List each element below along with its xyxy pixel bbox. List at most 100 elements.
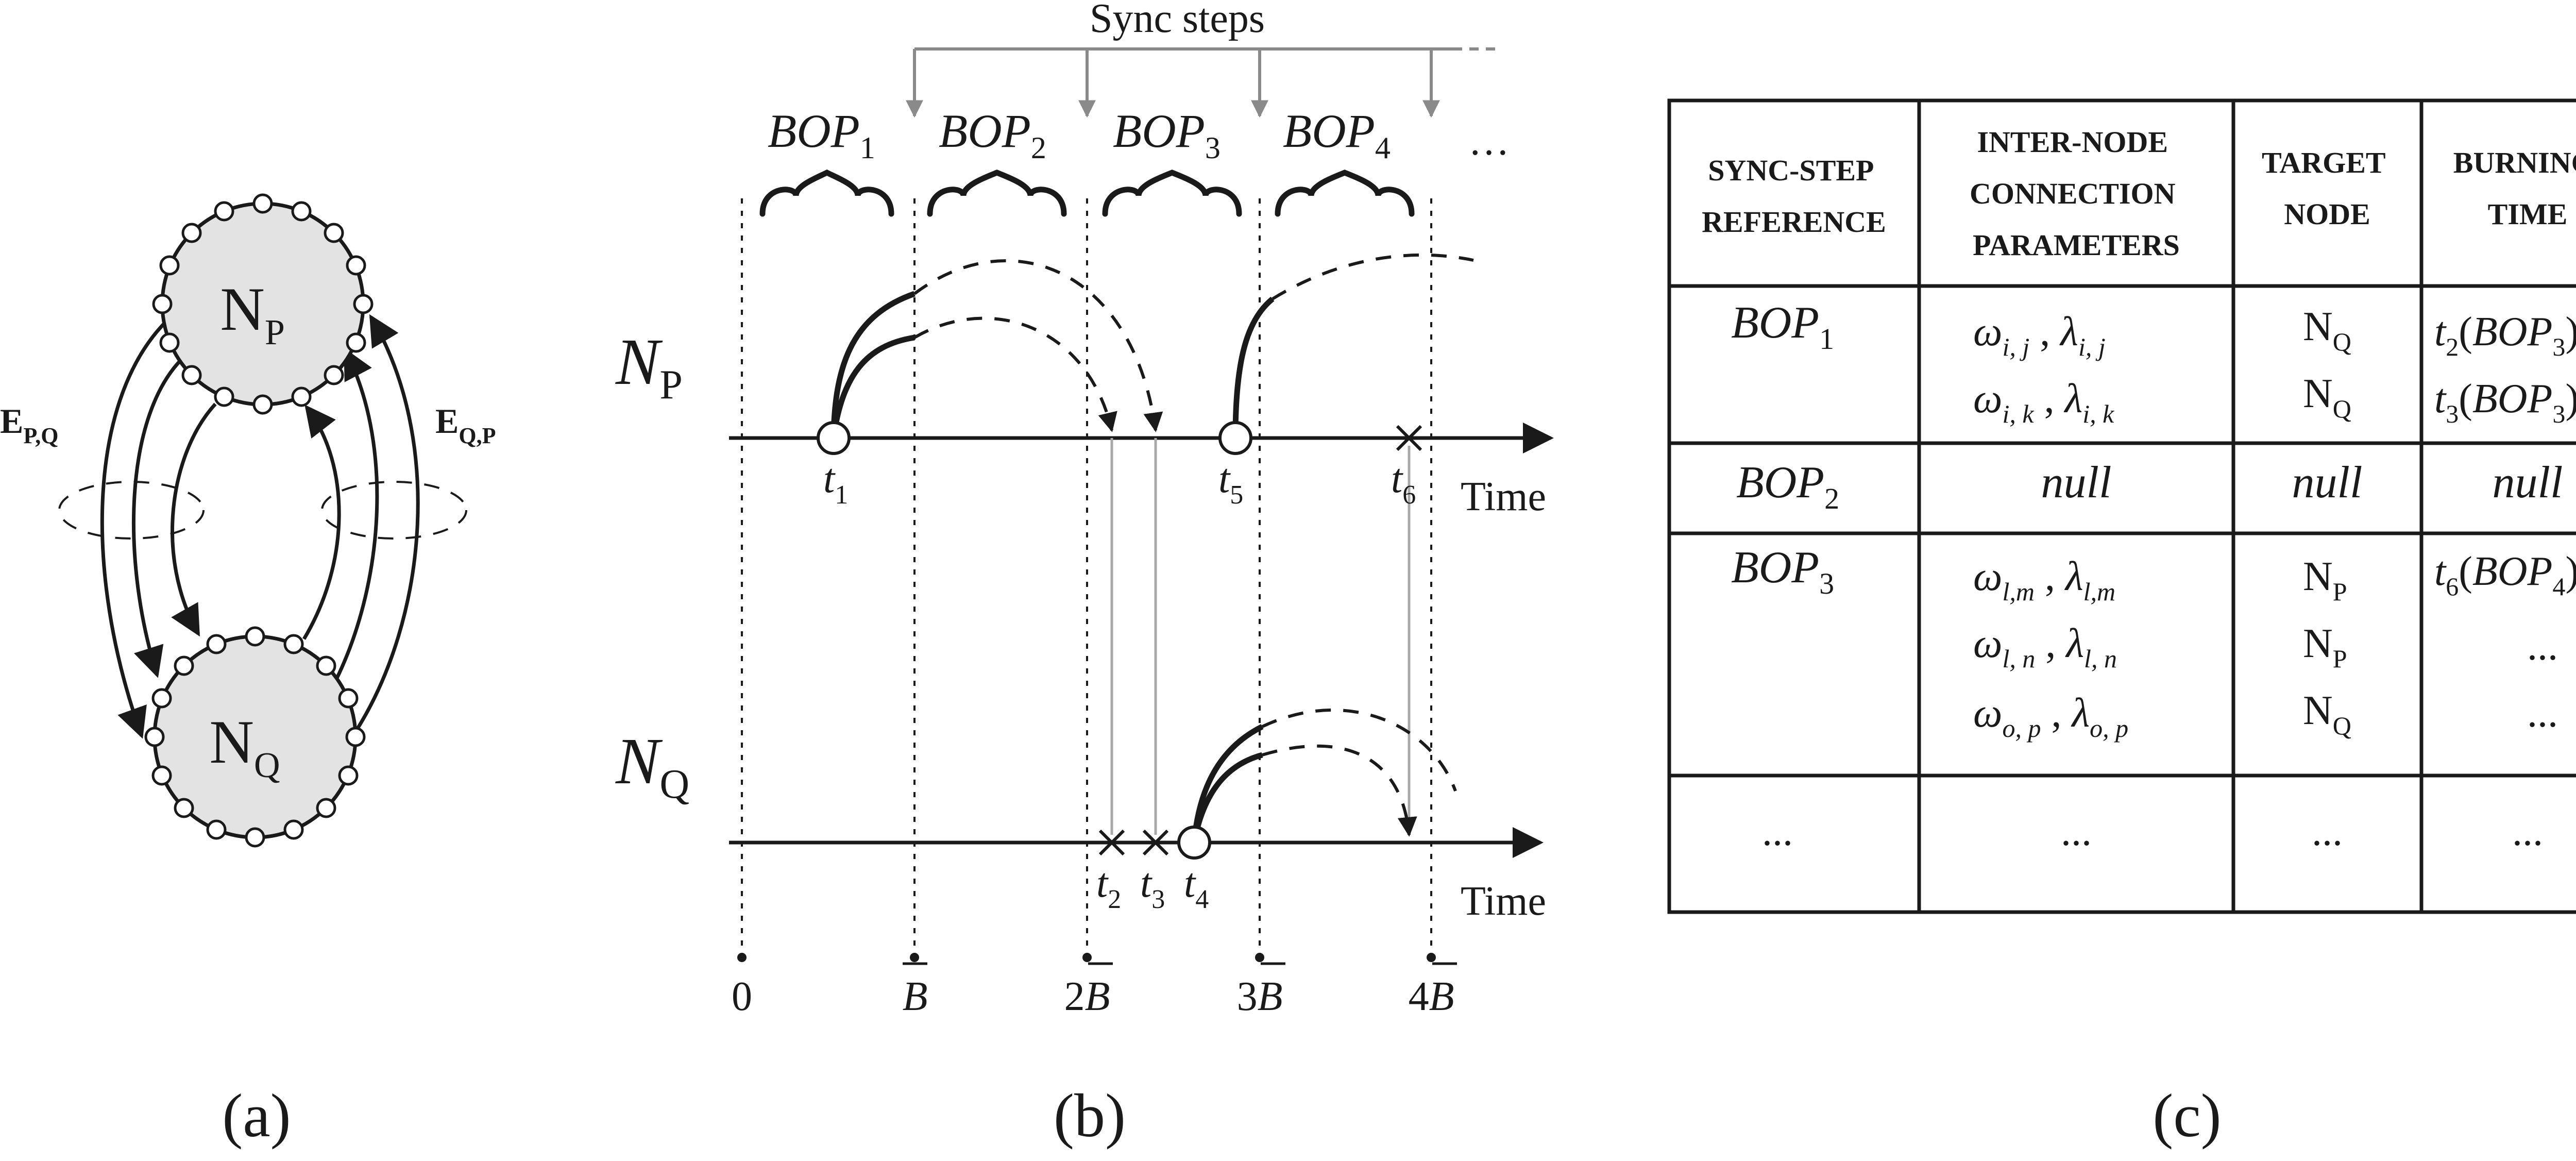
header-target-1: TARGET xyxy=(2262,146,2385,179)
header-ref-1: SYNC-STEP xyxy=(1708,154,1873,187)
svg-text:t5: t5 xyxy=(1218,456,1243,510)
np-label: N xyxy=(615,325,663,398)
nq-sub: Q xyxy=(659,762,689,807)
node-p: NP xyxy=(152,193,374,415)
tick-3b-b: B xyxy=(1258,974,1283,1019)
svg-text:BOP1: BOP1 xyxy=(768,105,875,165)
row1-ref: BOP xyxy=(1731,298,1819,348)
caption-b: (b) xyxy=(1054,1081,1126,1150)
row2-ref-sub: 2 xyxy=(1824,482,1839,515)
t3-label: t xyxy=(1140,861,1153,906)
panel-b: Sync steps BOP1 BOP2 BOP3 BOP4 … xyxy=(615,0,1554,1150)
tick-3b-num: 3 xyxy=(1237,974,1258,1019)
svg-text:t6: t6 xyxy=(1391,456,1416,510)
r3e1-t-sub: 6 xyxy=(2446,572,2459,601)
svg-text:t2: t2 xyxy=(1096,861,1121,914)
svg-text:BOP2: BOP2 xyxy=(1736,458,1839,515)
row2-null-burn: null xyxy=(2493,458,2563,508)
boundary-dots xyxy=(737,953,1436,962)
t2-label: t xyxy=(1096,861,1109,906)
r3e1-bop-sub: 4 xyxy=(2552,572,2565,601)
r3e2-node-sub: P xyxy=(2333,644,2347,673)
header-conn-3: PARAMETERS xyxy=(1973,228,2180,262)
np-activations xyxy=(831,253,1474,438)
table-row: BOP2 null null null xyxy=(1736,458,2563,515)
edge-qp-label: E xyxy=(435,401,459,441)
bop4-label: BOP xyxy=(1283,105,1375,157)
t5-sub: 5 xyxy=(1230,480,1243,510)
nq-activations xyxy=(1191,709,1457,843)
t4-sub: 4 xyxy=(1195,885,1209,914)
row1-ref-sub: 1 xyxy=(1819,322,1834,356)
row4-burn: ... xyxy=(2512,809,2543,854)
svg-text:t6(BOP4): t6(BOP4) xyxy=(2434,549,2576,601)
svg-text:ωl,m , λl,m: ωl,m , λl,m xyxy=(1973,554,2115,606)
row3-ref: BOP xyxy=(1731,543,1819,593)
t4-label: t xyxy=(1184,861,1196,906)
edge-pq-sub: P,Q xyxy=(23,423,58,448)
panel-a: NP NQ EP,Q EQ,P xyxy=(0,193,496,1150)
r1e1-node-sub: Q xyxy=(2333,327,2351,356)
panel-c: SYNC-STEP REFERENCE INTER-NODE CONNECTIO… xyxy=(1667,98,2576,1150)
svg-text:t1: t1 xyxy=(823,456,848,510)
r1e2-node-sub: Q xyxy=(2333,394,2351,423)
node-q-label: N xyxy=(209,708,254,776)
svg-text:EQ,P: EQ,P xyxy=(435,401,496,448)
np-time-label: Time xyxy=(1461,474,1546,519)
edge-qp-sub: Q,P xyxy=(459,423,496,448)
t5-label: t xyxy=(1218,456,1231,501)
tick-4b-num: 4 xyxy=(1409,974,1429,1019)
header-burn-2: TIME xyxy=(2488,197,2568,231)
t1-sub: 1 xyxy=(835,480,848,510)
svg-text:NP: NP xyxy=(220,275,285,352)
node-q-sub: Q xyxy=(254,746,280,785)
r1e1-w-sub: i, j xyxy=(2002,332,2029,361)
edge-pq-label: E xyxy=(0,401,23,441)
header-target-2: NODE xyxy=(2284,197,2370,231)
row2-ref: BOP xyxy=(1736,458,1824,508)
svg-text:TARGET NODE: TARGET NODE xyxy=(2262,146,2393,231)
svg-text:ωi, k , λi, k: ωi, k , λi, k xyxy=(1973,376,2114,428)
bop-braces xyxy=(759,169,1415,217)
tick-2b-num: 2 xyxy=(1064,974,1085,1019)
row2-null-conn: null xyxy=(2041,458,2112,508)
sync-steps-label: Sync steps xyxy=(1090,0,1265,41)
r3e3-node-sub: Q xyxy=(2333,711,2351,740)
tick-b: B xyxy=(903,974,928,1019)
header-burn-1: BURNING xyxy=(2453,146,2576,179)
svg-text:ωi, j , λi, j: ωi, j , λi, j xyxy=(1973,309,2106,361)
row2-null-target: null xyxy=(2292,458,2363,508)
svg-text:NP: NP xyxy=(2303,621,2347,673)
svg-text:t3(BOP3): t3(BOP3) xyxy=(2434,376,2576,428)
r3e3-l-sub: o, p xyxy=(2090,714,2128,743)
row3-ref-sub: 3 xyxy=(1819,567,1834,600)
np-events xyxy=(817,421,1422,455)
r3e1-l-sub: l,m xyxy=(2083,577,2116,606)
nq-label: N xyxy=(615,725,663,798)
r1e2-t-sub: 3 xyxy=(2446,399,2459,428)
svg-text:BOP2: BOP2 xyxy=(939,105,1046,165)
svg-text:t3: t3 xyxy=(1140,861,1165,914)
table-row: BOP3 ωl,m , λl,m ωl, n , λl, n ωo, p , λ… xyxy=(1731,543,2576,743)
svg-text:INTER-NODE CONNECTION: INTER-NODE CONNECTION PARAMETERS xyxy=(1970,125,2183,262)
svg-text:ωo, p , λo, p: ωo, p , λo, p xyxy=(1973,691,2128,743)
r3e2-burn: ... xyxy=(2527,624,2558,669)
r3e2-l-sub: l, n xyxy=(2084,644,2117,673)
t6-sub: 6 xyxy=(1402,480,1416,510)
header-conn-1: INTER-NODE xyxy=(1977,125,2168,159)
header-conn-2: CONNECTION xyxy=(1970,177,2176,210)
row4-ref: ... xyxy=(1762,809,1793,854)
r3e1-w-sub: l,m xyxy=(2002,577,2035,606)
svg-text:NQ: NQ xyxy=(209,708,280,785)
svg-text:2B: 2B xyxy=(1064,974,1110,1019)
tick-4b-b: B xyxy=(1429,974,1454,1019)
nq-events xyxy=(1098,826,1211,860)
r3e1-node-sub: P xyxy=(2333,577,2347,606)
bop2-sub: 2 xyxy=(1031,131,1046,165)
r3e3-burn: ... xyxy=(2527,691,2558,736)
r1e1-bop-sub: 3 xyxy=(2552,332,2565,361)
svg-text:NQ: NQ xyxy=(2303,304,2351,356)
svg-text:NP: NP xyxy=(615,325,683,408)
node-p-label: N xyxy=(220,275,265,343)
t6-label: t xyxy=(1391,456,1403,501)
